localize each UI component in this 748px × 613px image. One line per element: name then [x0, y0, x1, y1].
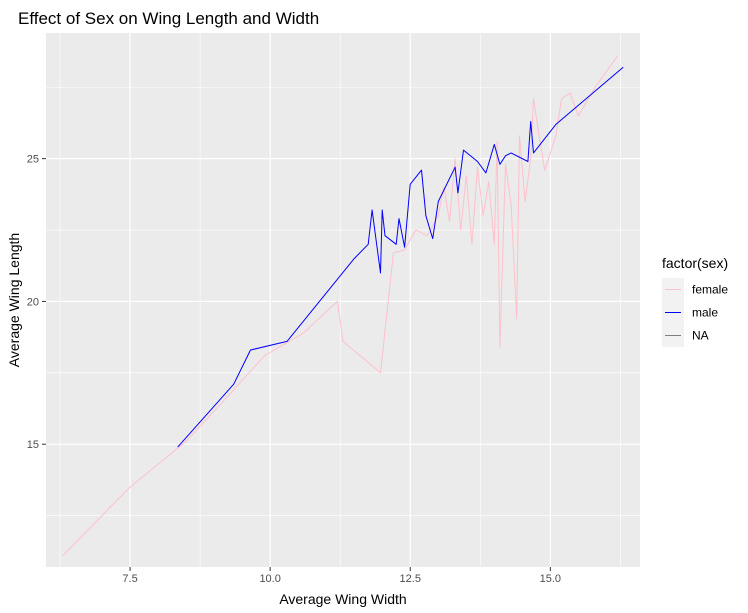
y-tick-label: 20	[27, 296, 39, 308]
x-axis: 7.5 10.0 12.5 15.0	[122, 567, 561, 585]
chart-title: Effect of Sex on Wing Length and Width	[18, 9, 319, 28]
legend-label-na: NA	[692, 329, 709, 343]
plot-panel	[46, 33, 640, 567]
y-axis: 15 20 25	[27, 154, 46, 451]
legend-title: factor(sex)	[662, 255, 728, 271]
y-tick-label: 15	[27, 439, 39, 451]
series-line-male	[177, 66, 624, 448]
legend-label-male: male	[692, 306, 718, 320]
x-tick-label: 15.0	[540, 573, 561, 585]
x-tick-label: 12.5	[400, 573, 421, 585]
x-tick-label: 10.0	[259, 573, 280, 585]
x-axis-title: Average Wing Width	[279, 591, 406, 607]
y-tick-label: 25	[27, 154, 39, 166]
legend-label-female: female	[692, 283, 728, 297]
panel-background	[46, 33, 640, 567]
series-line-female	[62, 55, 619, 556]
x-tick-label: 7.5	[122, 573, 137, 585]
legend: factor(sex) female male NA	[662, 255, 728, 347]
y-axis-title: Average Wing Length	[6, 233, 22, 367]
